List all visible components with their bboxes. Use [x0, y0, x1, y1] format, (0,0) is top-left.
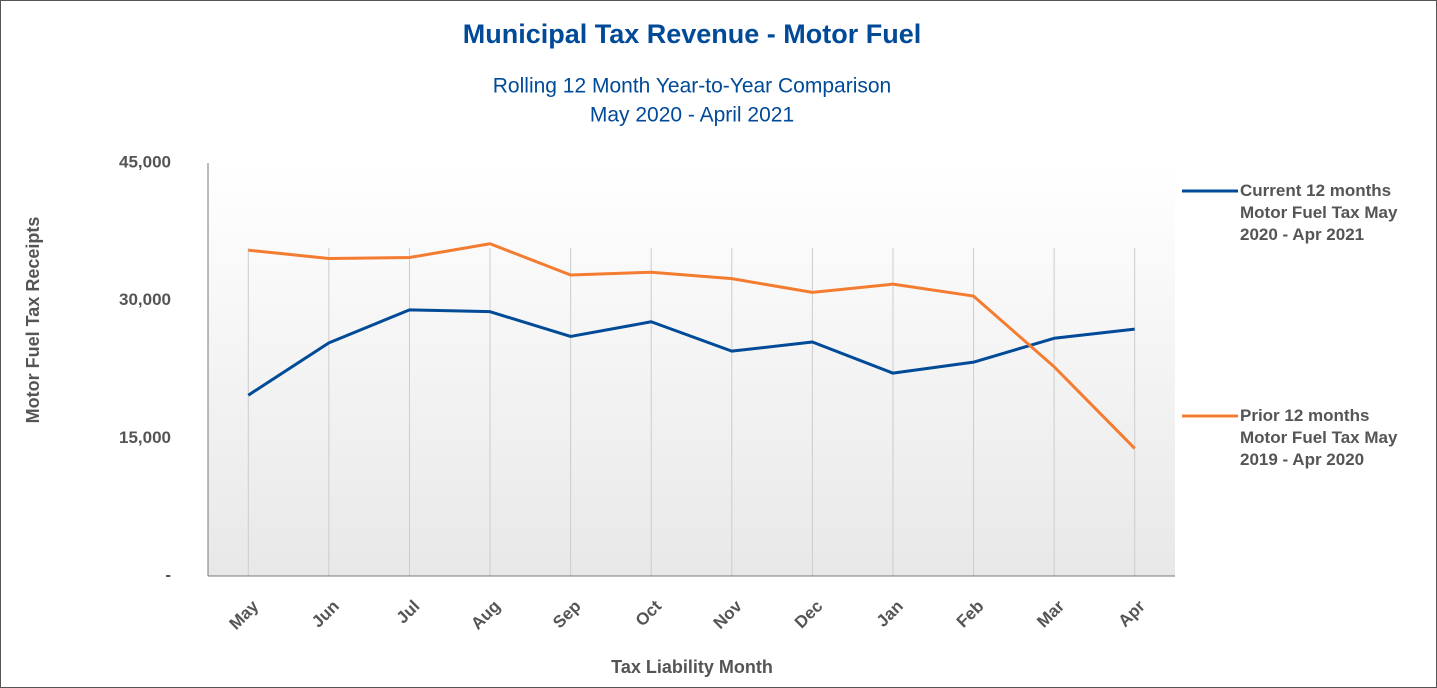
- y-axis-title: Motor Fuel Tax Receipts: [23, 217, 43, 424]
- x-tick-label: Jul: [393, 597, 424, 628]
- series-line: [247, 308, 1135, 397]
- x-tick-label: Dec: [791, 597, 826, 632]
- x-axis-title: Tax Liability Month: [611, 657, 773, 677]
- x-tick-label: Aug: [467, 597, 504, 634]
- legend-label: Current 12 months Motor Fuel Tax May 202…: [1240, 181, 1398, 244]
- date-range: May 2020 - April 2021: [590, 104, 794, 127]
- x-tick-label: Nov: [710, 596, 747, 633]
- x-tick-label: Jan: [873, 597, 907, 631]
- x-tick-label: Mar: [1033, 596, 1068, 631]
- y-tick-label: -: [165, 565, 171, 584]
- x-tick-label: Feb: [953, 597, 988, 632]
- chart-subtitle: Rolling 12 Month Year-to-Year Comparison: [493, 75, 891, 98]
- legend-label: Prior 12 months Motor Fuel Tax May 2019 …: [1240, 406, 1398, 469]
- chart-title: Municipal Tax Revenue - Motor Fuel: [463, 19, 922, 49]
- y-tick-label: 45,000: [119, 152, 171, 171]
- x-tick-label: Jun: [308, 597, 343, 632]
- x-tick-label: May: [225, 596, 262, 633]
- x-tick-label: Sep: [549, 597, 584, 632]
- x-tick-label: Apr: [1115, 596, 1149, 630]
- y-tick-label: 30,000: [119, 290, 171, 309]
- plot-background: [208, 163, 1175, 576]
- y-tick-label: 15,000: [119, 428, 171, 447]
- series-line: [248, 242, 1136, 450]
- x-tick-label: Oct: [632, 596, 666, 630]
